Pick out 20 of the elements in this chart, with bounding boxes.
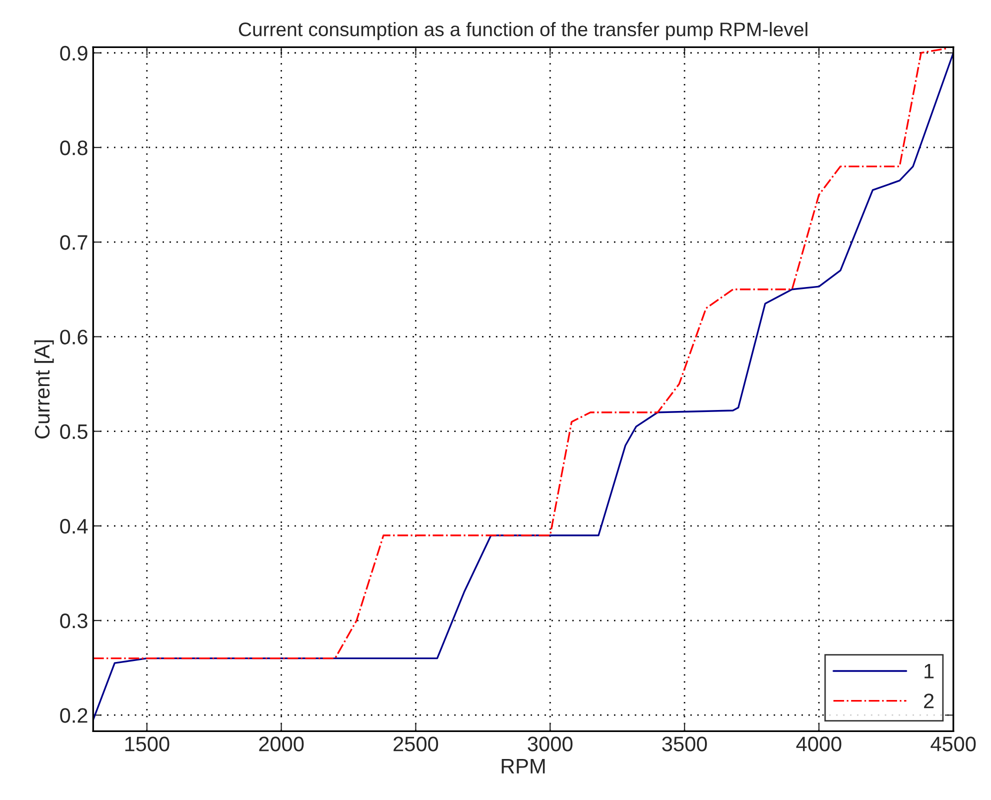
y-axis-title: Current [A] <box>34 340 54 439</box>
x-axis-title: RPM <box>502 759 545 774</box>
y-tick-label: 0.5 <box>60 424 88 440</box>
x-tick-label: 3000 <box>528 736 572 752</box>
y-tick-label: 0.4 <box>60 518 88 534</box>
chart-title: Current consumption as a function of the transfer pump RPM-level <box>238 22 808 40</box>
x-tick-label: 4000 <box>796 736 842 752</box>
x-tick-label: 2500 <box>394 736 438 752</box>
y-tick-label: 0.8 <box>60 140 88 156</box>
legend-label: 2 <box>924 694 934 708</box>
legend-label: 1 <box>924 664 934 678</box>
y-tick-label: 0.6 <box>60 330 88 344</box>
y-tick-label: 0.9 <box>60 46 88 61</box>
y-tick-label: 0.7 <box>60 235 88 250</box>
x-tick-label: 3500 <box>662 736 707 752</box>
x-tick-label: 2000 <box>259 736 304 752</box>
y-tick-label: 0.2 <box>60 708 88 723</box>
x-tick-label: 4500 <box>930 736 976 752</box>
y-tick-label: 0.3 <box>60 614 88 628</box>
x-tick-label: 1500 <box>125 736 170 752</box>
